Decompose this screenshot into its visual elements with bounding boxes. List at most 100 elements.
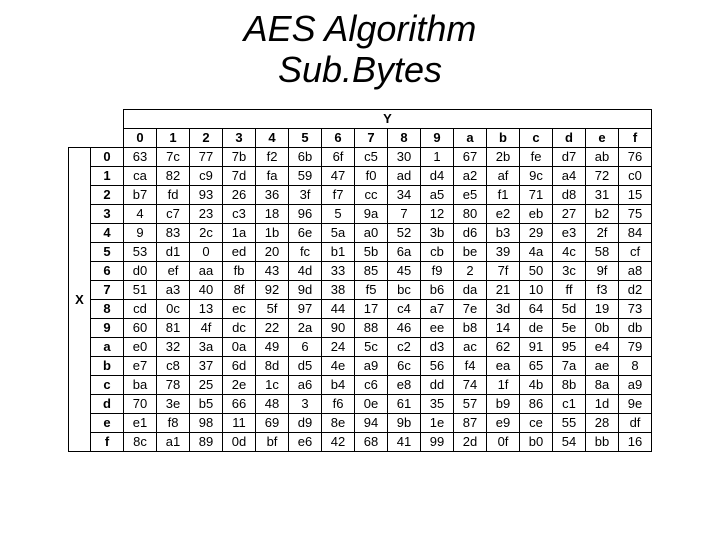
sbox-cell: 44: [322, 299, 355, 318]
row-header: 8: [91, 299, 124, 318]
col-header: 1: [157, 128, 190, 147]
sbox-cell: f2: [256, 147, 289, 166]
sbox-cell: fa: [256, 166, 289, 185]
col-header: c: [520, 128, 553, 147]
sbox-cell: 9d: [289, 280, 322, 299]
row-header: 3: [91, 204, 124, 223]
sbox-cell: 95: [553, 337, 586, 356]
sbox-cell: ce: [520, 413, 553, 432]
sbox-cell: 1c: [256, 375, 289, 394]
sbox-cell: 5: [322, 204, 355, 223]
sbox-cell: 97: [289, 299, 322, 318]
sbox-cell: d2: [619, 280, 652, 299]
sbox-cell: 93: [190, 185, 223, 204]
sbox-cell: 8d: [256, 356, 289, 375]
sbox-cell: 43: [256, 261, 289, 280]
sbox-cell: 9e: [619, 394, 652, 413]
col-header: 7: [355, 128, 388, 147]
sbox-cell: e0: [124, 337, 157, 356]
sbox-cell: b0: [520, 432, 553, 451]
sbox-cell: 39: [487, 242, 520, 261]
sbox-cell: fe: [520, 147, 553, 166]
sbox-cell: 46: [388, 318, 421, 337]
sbox-cell: 87: [454, 413, 487, 432]
sbox-cell: 1e: [421, 413, 454, 432]
col-header: 2: [190, 128, 223, 147]
sbox-cell: af: [487, 166, 520, 185]
sbox-cell: e5: [454, 185, 487, 204]
sbox-cell: cc: [355, 185, 388, 204]
sbox-cell: 26: [223, 185, 256, 204]
sbox-cell: b1: [322, 242, 355, 261]
row-header: b: [91, 356, 124, 375]
sbox-cell: 8: [619, 356, 652, 375]
sbox-cell: 57: [454, 394, 487, 413]
sbox-cell: 37: [190, 356, 223, 375]
sbox-cell: 7c: [157, 147, 190, 166]
sbox-table: Y0123456789abcdefX0637c777bf26b6fc530167…: [68, 109, 652, 452]
sbox-cell: c4: [388, 299, 421, 318]
sbox-cell: b4: [322, 375, 355, 394]
sbox-cell: 54: [553, 432, 586, 451]
page-title: AES Algorithm Sub.Bytes: [0, 8, 720, 91]
sbox-cell: 6: [289, 337, 322, 356]
sbox-cell: eb: [520, 204, 553, 223]
sbox-cell: a4: [553, 166, 586, 185]
sbox-cell: bc: [388, 280, 421, 299]
sbox-cell: 21: [487, 280, 520, 299]
sbox-cell: 14: [487, 318, 520, 337]
row-header: e: [91, 413, 124, 432]
sbox-cell: 4: [124, 204, 157, 223]
sbox-cell: 3e: [157, 394, 190, 413]
sbox-cell: cd: [124, 299, 157, 318]
sbox-cell: 69: [256, 413, 289, 432]
col-header: 5: [289, 128, 322, 147]
col-header: e: [586, 128, 619, 147]
sbox-cell: b6: [421, 280, 454, 299]
sbox-cell: 16: [619, 432, 652, 451]
sbox-cell: dc: [223, 318, 256, 337]
sbox-cell: d1: [157, 242, 190, 261]
sbox-cell: e6: [289, 432, 322, 451]
sbox-cell: 0d: [223, 432, 256, 451]
sbox-cell: bb: [586, 432, 619, 451]
sbox-cell: 3f: [289, 185, 322, 204]
sbox-cell: 2f: [586, 223, 619, 242]
sbox-cell: 85: [355, 261, 388, 280]
sbox-cell: 0: [190, 242, 223, 261]
sbox-cell: 2a: [289, 318, 322, 337]
row-header: f: [91, 432, 124, 451]
sbox-cell: 33: [322, 261, 355, 280]
sbox-cell: 27: [553, 204, 586, 223]
sbox-cell: f8: [157, 413, 190, 432]
sbox-cell: ed: [223, 242, 256, 261]
title-line1: AES Algorithm: [244, 8, 477, 49]
sbox-cell: 38: [322, 280, 355, 299]
sbox-cell: df: [619, 413, 652, 432]
sbox-cell: 5f: [256, 299, 289, 318]
sbox-cell: 2e: [223, 375, 256, 394]
sbox-cell: 1: [421, 147, 454, 166]
sbox-cell: 94: [355, 413, 388, 432]
sbox-cell: 62: [487, 337, 520, 356]
sbox-cell: 81: [157, 318, 190, 337]
sbox-cell: 4d: [289, 261, 322, 280]
sbox-cell: 7f: [487, 261, 520, 280]
sbox-cell: 7b: [223, 147, 256, 166]
sbox-cell: 8c: [124, 432, 157, 451]
sbox-cell: e4: [586, 337, 619, 356]
sbox-cell: 89: [190, 432, 223, 451]
sbox-cell: 13: [190, 299, 223, 318]
sbox-cell: 0b: [586, 318, 619, 337]
y-axis-header: Y: [124, 109, 652, 128]
sbox-cell: 5e: [553, 318, 586, 337]
sbox-cell: f7: [322, 185, 355, 204]
sbox-cell: 96: [289, 204, 322, 223]
sbox-cell: 77: [190, 147, 223, 166]
sbox-cell: b5: [190, 394, 223, 413]
row-header: 7: [91, 280, 124, 299]
sbox-cell: 0f: [487, 432, 520, 451]
sbox-cell: 76: [619, 147, 652, 166]
sbox-cell: 6a: [388, 242, 421, 261]
sbox-cell: 1a: [223, 223, 256, 242]
